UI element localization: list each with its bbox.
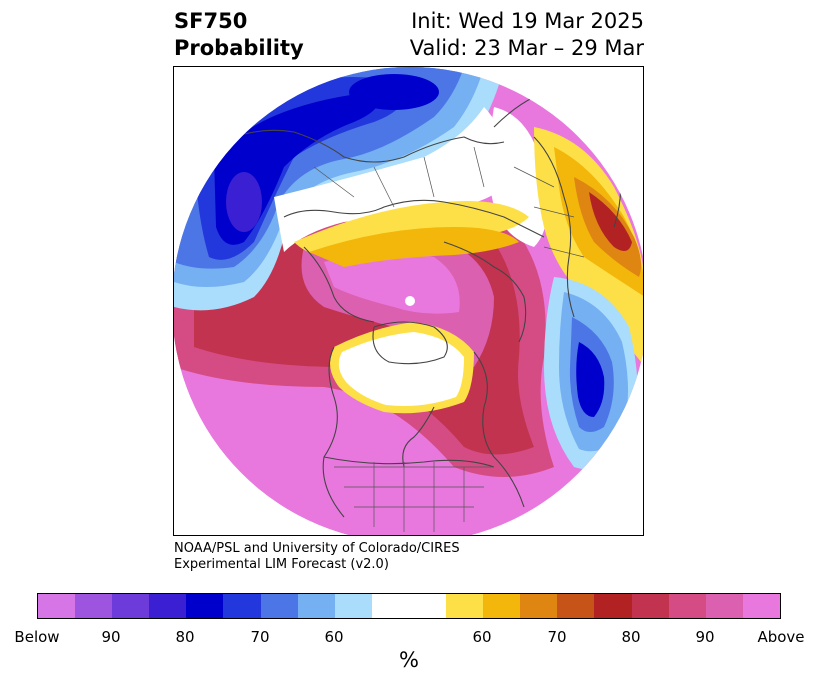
- colorbar-swatch: [112, 594, 150, 618]
- date-info: Init: Wed 19 Mar 2025 Valid: 23 Mar – 29…: [410, 8, 644, 62]
- colorbar-swatch: [705, 594, 743, 618]
- colorbar-unit: %: [399, 648, 419, 672]
- colorbar-tick-label: 70: [250, 628, 270, 646]
- colorbar-swatch: [260, 594, 298, 618]
- credit-line-2: Experimental LIM Forecast (v2.0): [174, 557, 389, 572]
- colorbar-swatch: [75, 594, 113, 618]
- colorbar-swatch: [446, 594, 484, 618]
- credit-line-1: NOAA/PSL and University of Colorado/CIRE…: [174, 541, 460, 556]
- colorbar-swatch: [186, 594, 224, 618]
- colorbar-swatch: [557, 594, 595, 618]
- colorbar-tick-label: 70: [547, 628, 567, 646]
- colorbar-swatch: [38, 594, 76, 618]
- colorbar-swatch: [223, 594, 261, 618]
- subtitle-label: Probability: [174, 36, 304, 60]
- colorbar-tick-label: 90: [695, 628, 715, 646]
- neutral-band: [274, 107, 514, 252]
- variable-label: SF750: [174, 9, 248, 33]
- chart-title: SF750 Probability: [174, 8, 304, 62]
- colorbar-tick-label: Above: [757, 628, 805, 646]
- colorbar-swatch: [742, 594, 780, 618]
- colorbar: [37, 593, 781, 619]
- colorbar-swatch: [520, 594, 558, 618]
- credit-text: NOAA/PSL and University of Colorado/CIRE…: [174, 541, 460, 573]
- colorbar-swatch: [594, 594, 632, 618]
- colorbar-tick-label: 80: [621, 628, 641, 646]
- colorbar-tick-label: 60: [324, 628, 344, 646]
- valid-range: Valid: 23 Mar – 29 Mar: [409, 36, 644, 60]
- colorbar-swatch: [483, 594, 521, 618]
- colorbar-tick-label: Below: [14, 628, 60, 646]
- init-date: Init: Wed 19 Mar 2025: [411, 9, 644, 33]
- colorbar-swatch: [334, 594, 372, 618]
- borders: [313, 146, 585, 532]
- colorbar-tick-label: 60: [472, 628, 492, 646]
- colorbar-swatch: [297, 594, 335, 618]
- colorbar-tick-label: 80: [175, 628, 195, 646]
- forecast-map: [174, 67, 643, 535]
- polar-map: [173, 66, 644, 536]
- colorbar-swatch: [668, 594, 706, 618]
- band-pink-center: [324, 253, 460, 314]
- colorbar-tick-label: 90: [101, 628, 121, 646]
- colorbar-swatch: [371, 594, 447, 618]
- neutral-canada: [338, 332, 464, 406]
- colorbar-swatch: [149, 594, 187, 618]
- colorbar-swatch: [631, 594, 669, 618]
